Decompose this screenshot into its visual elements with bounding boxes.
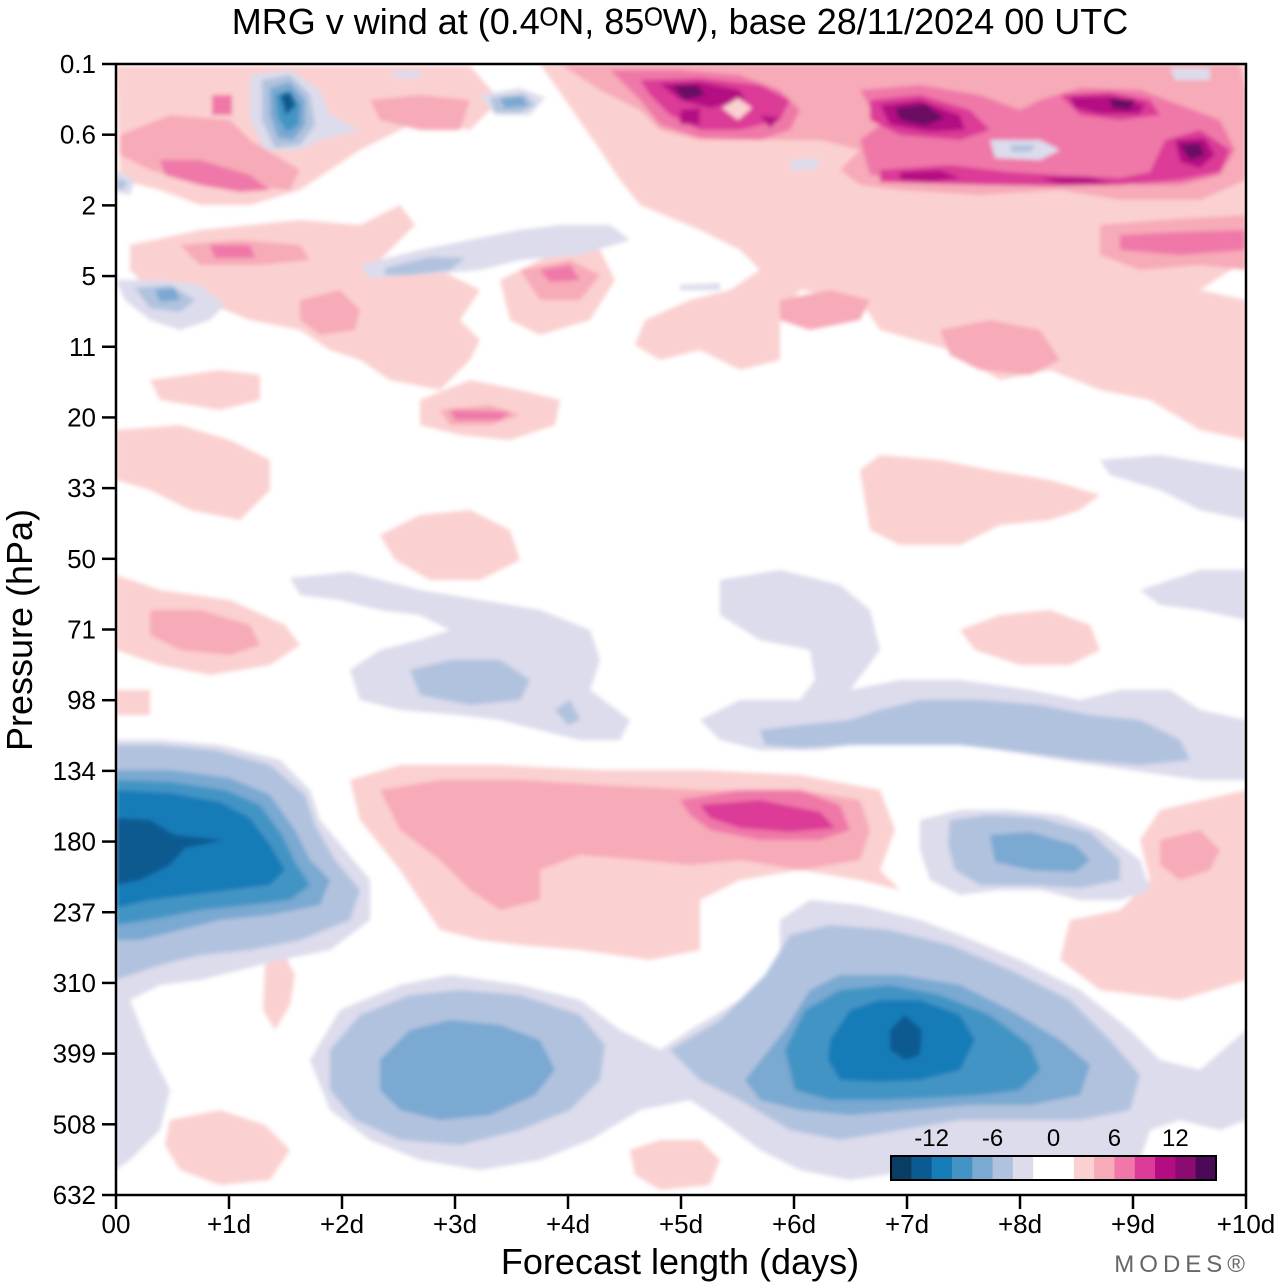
colorbar-swatch [1053,1156,1075,1180]
colorbar-swatch [1094,1156,1115,1180]
colorbar-label: 12 [1162,1125,1189,1152]
x-tick-label: +1d [207,1209,251,1239]
contour-positive-6 [672,85,1205,160]
y-tick-label: 2 [82,190,96,220]
x-tick-label: +8d [998,1209,1042,1239]
colorbar-swatch [1155,1156,1176,1180]
colorbar-label: 6 [1108,1125,1121,1152]
colorbar-label: 0 [1047,1125,1060,1152]
colorbar: -12 -6 0 6 12 [890,1125,1217,1181]
y-tick-label: 180 [53,827,96,857]
x-tick-label: +6d [772,1209,816,1239]
colorbar-swatch [1114,1156,1136,1180]
y-tick-label: 5 [82,261,96,291]
brand-logo: MODES® [1114,1251,1250,1278]
x-tick-label: +5d [659,1209,703,1239]
contour-negative-6 [116,92,922,1060]
y-tick-label: 0.1 [60,49,96,79]
x-tick-label: +9d [1111,1209,1155,1239]
y-tick-label: 33 [67,473,96,503]
y-axis-label: Pressure (hPa) [0,509,40,751]
x-axis-label: Forecast length (days) [501,1241,859,1282]
y-tick-label: 134 [53,756,96,786]
y-tick-label: 0.6 [60,120,96,150]
y-tick-label: 310 [53,968,96,998]
colorbar-swatch [1073,1156,1095,1180]
colorbar-swatch [891,1156,912,1180]
y-tick-label: 98 [67,685,96,715]
chart-title: MRG v wind at (0.4ᴼN, 85ᴼW), base 28/11/… [232,1,1129,42]
colorbar-swatch [1195,1156,1217,1180]
y-tick-label: 508 [53,1109,96,1139]
y-tick-label: 237 [53,897,96,927]
colorbar-swatch [992,1156,1014,1180]
x-tick-label: +3d [433,1209,477,1239]
x-axis: 00 +1d +2d +3d +4d +5d +6d +7d +8d +9d +10d [102,1195,1276,1239]
y-tick-label: 399 [53,1039,96,1069]
x-tick-label: +7d [885,1209,929,1239]
y-tick-label: 71 [67,615,96,645]
y-tick-label: 20 [67,402,96,432]
colorbar-label: -6 [982,1125,1003,1152]
colorbar-swatch [911,1156,933,1180]
colorbar-swatch [1033,1156,1054,1180]
x-tick-label: 00 [102,1209,131,1239]
colorbar-swatch [1175,1156,1197,1180]
colorbar-swatch [931,1156,953,1180]
y-tick-label: 632 [53,1180,96,1210]
colorbar-swatch [1134,1156,1156,1180]
x-tick-label: +4d [546,1209,590,1239]
x-tick-label: +2d [320,1209,364,1239]
colorbar-label: -12 [914,1125,949,1152]
colorbar-frame [890,1155,1217,1181]
y-tick-label: 11 [69,332,96,362]
colorbar-swatch [1012,1156,1034,1180]
y-tick-label: 50 [67,544,96,574]
colorbar-swatch [972,1156,994,1180]
colorbar-swatch [951,1156,973,1180]
x-tick-label: +10d [1217,1209,1276,1239]
y-axis: 0.1 0.6 2 5 11 20 33 50 71 98 134 180 237 310 399 508 63… [53,49,116,1210]
contour-field [116,64,1246,1195]
